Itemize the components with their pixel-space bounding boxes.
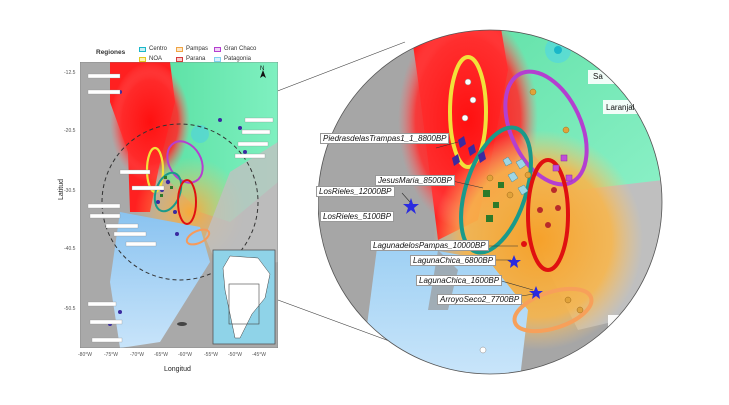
star-icon (529, 286, 543, 299)
legend-item-gran-chaco: Gran Chaco (214, 46, 256, 52)
lon-tick: -45°W (252, 352, 266, 358)
overview-map: N (80, 62, 278, 348)
legend-swatch-pampas (176, 46, 183, 52)
lon-tick: -60°W (178, 352, 192, 358)
site-label-los-rieles-12000: LosRieles_12000BP (316, 186, 395, 197)
lat-tick: -40.5 (64, 246, 76, 252)
north-label: N (260, 66, 264, 72)
lon-tick: -70°W (130, 352, 144, 358)
lat-tick: -12.5 (64, 70, 76, 76)
zoom-map (318, 29, 663, 375)
lon-tick: -55°W (204, 352, 218, 358)
lon-tick: -80°W (78, 352, 92, 358)
legend-title: Regiones (96, 49, 126, 56)
site-label-los-rieles-5100: LosRieles_5100BP (320, 211, 395, 222)
legend-swatch-centro (139, 46, 146, 52)
legend-item-centro: Centro (139, 46, 167, 52)
site-label-jesus-maria: JesusMaria_8500BP (375, 175, 455, 186)
legend-item-pampas: Pampas (176, 46, 208, 52)
place-label-sa: Sa (593, 72, 603, 81)
site-label-piedras: PiedrasdelasTrampas1_1_8800BP (320, 133, 450, 144)
lon-tick: -50°W (228, 352, 242, 358)
lon-tick: -65°W (154, 352, 168, 358)
legend: Regiones Centro Pampas Gran Chaco NOA Pa… (84, 44, 294, 68)
legend-item-patagonia: Patagonia (214, 56, 251, 62)
star-icon (403, 198, 419, 214)
lon-tick: -75°W (104, 352, 118, 358)
legend-swatch-gran-chaco (214, 46, 221, 52)
legend-swatch-patagonia (214, 56, 221, 62)
longitude-axis-label: Longitud (164, 366, 191, 373)
place-label-laranjal: Laranjal (606, 103, 635, 112)
site-label-laguna-pampas: LagunadelosPampas_10000BP (370, 240, 489, 251)
star-icon (507, 255, 521, 268)
legend-swatch-parana (176, 56, 183, 62)
north-arrow-icon (260, 70, 266, 78)
lat-tick: -50.5 (64, 306, 76, 312)
site-label-arroyo-seco: ArroyoSeco2_7700BP (437, 294, 523, 305)
legend-swatch-noa (139, 56, 146, 62)
lat-tick: -20.5 (64, 128, 76, 134)
lat-tick: -30.5 (64, 188, 76, 194)
site-label-laguna-chica-1600: LagunaChica_1600BP (416, 275, 503, 286)
legend-item-parana: Parana (176, 56, 205, 62)
site-label-laguna-chica-6800: LagunaChica_6800BP (410, 255, 497, 266)
legend-item-noa: NOA (139, 56, 162, 62)
